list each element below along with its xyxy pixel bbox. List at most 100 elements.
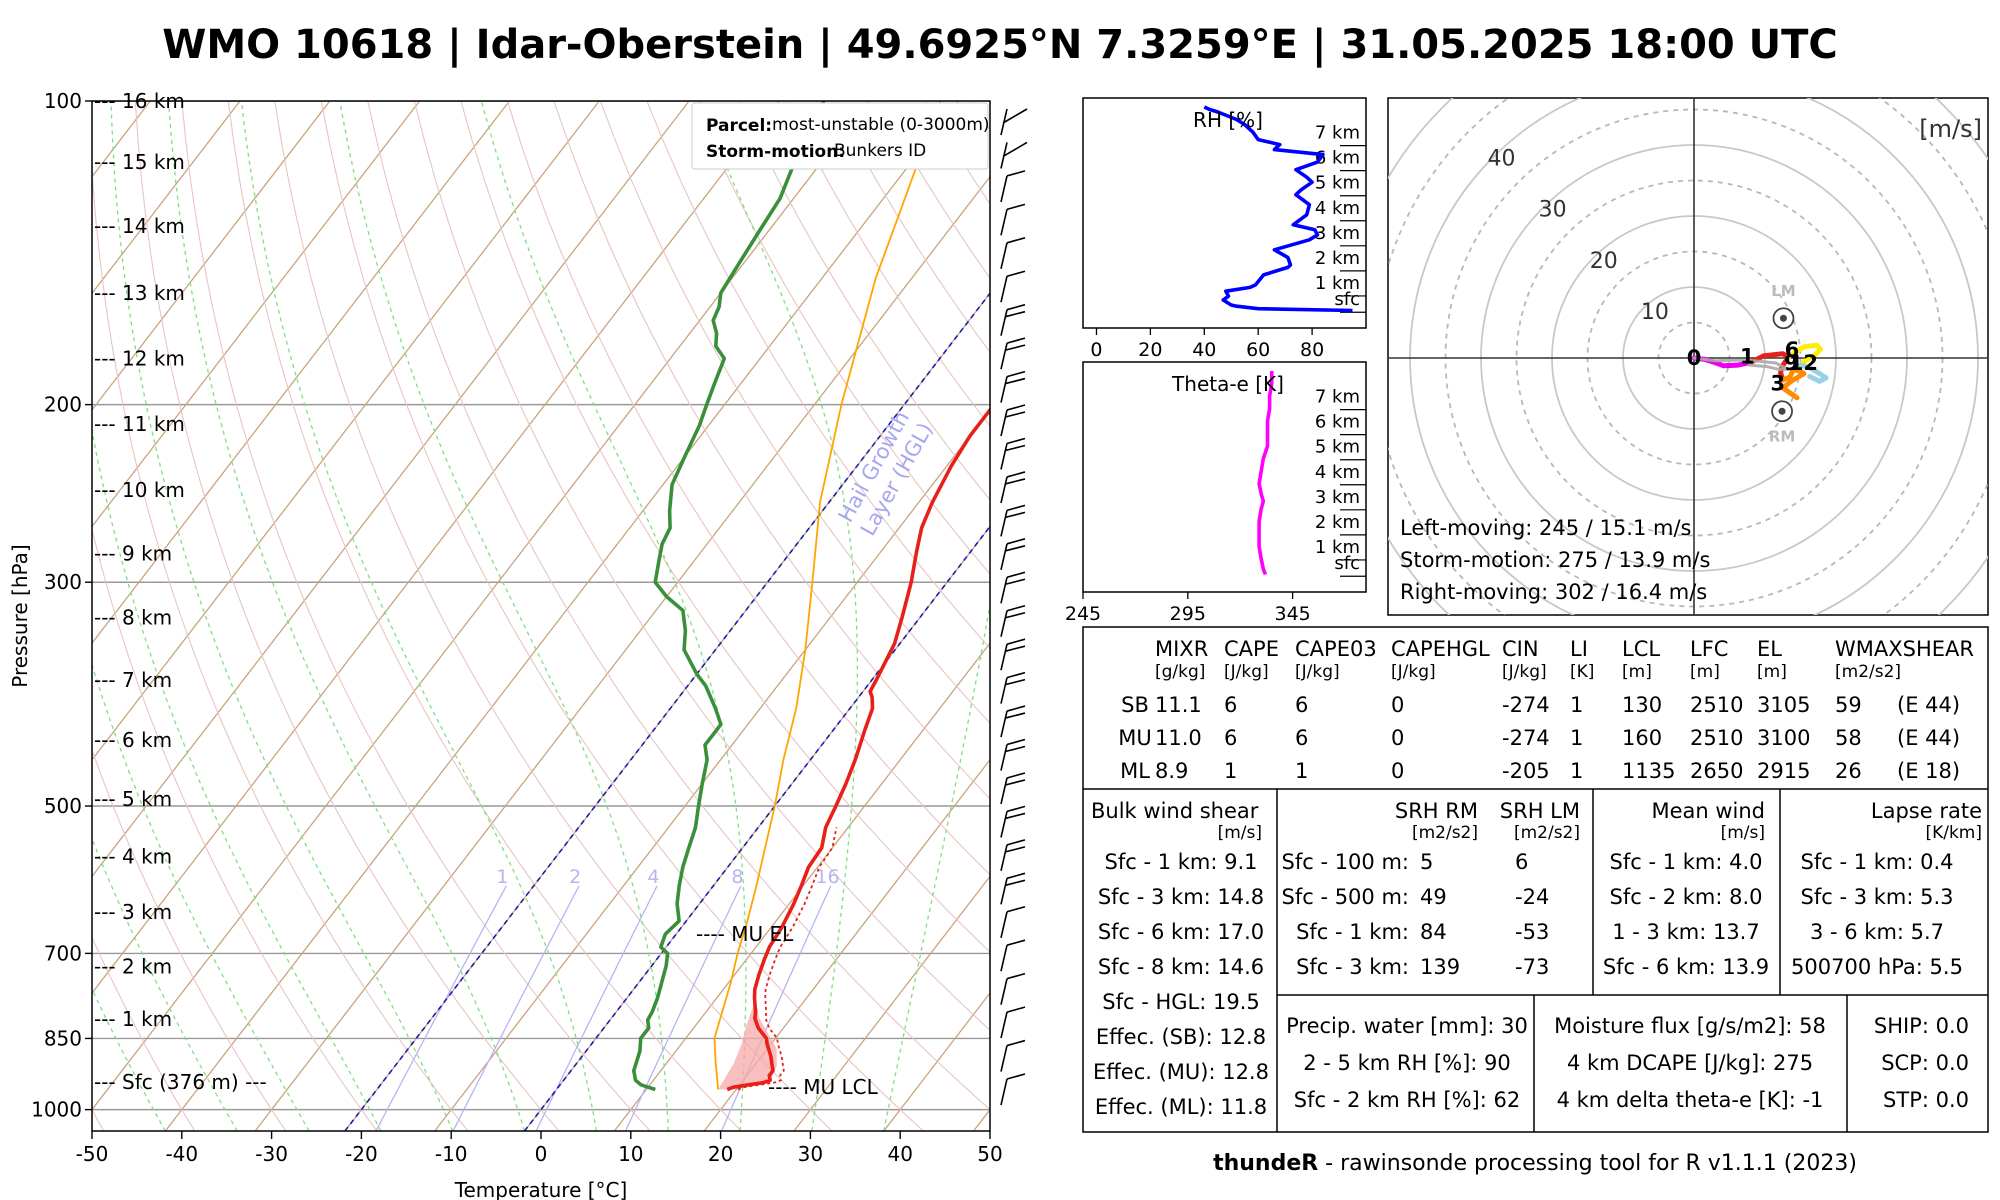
params-unit: [m] xyxy=(1757,662,1787,682)
storm-motion-label: Storm-motion: xyxy=(706,142,845,162)
params-cell: (E 44) xyxy=(1897,726,1960,750)
panel-height-label: 6 km xyxy=(1315,412,1360,433)
figure-title: WMO 10618 | Idar-Oberstein | 49.6925°N 7… xyxy=(162,22,1838,69)
dewpoint-line xyxy=(631,101,826,1092)
params-cell: 59 xyxy=(1835,693,1862,717)
wind-barb xyxy=(1000,972,1026,1005)
storm-motion-text: Right-moving: 302 / 16.4 m/s xyxy=(1400,580,1707,604)
hodograph-height-marker: 9 xyxy=(1784,351,1799,375)
storm-motion-value: Bunkers ID xyxy=(834,141,926,161)
hodograph-ring-label: 30 xyxy=(1539,198,1567,223)
mixing-ratio-label: 8 xyxy=(731,866,743,888)
dry-adiabat xyxy=(553,101,990,800)
mean-wind-title: Mean wind xyxy=(1651,799,1765,823)
panel-x-tick-label: 80 xyxy=(1300,339,1324,361)
mixing-ratio-line xyxy=(535,885,658,1131)
skewt-panel: 1 2 4 8 16 -50 -40 -30 -20 -10 0 10 20 30 40 50 100 200 3… xyxy=(8,89,1028,1200)
mu-el-label: ---- MU EL xyxy=(696,922,794,946)
height-label: --- 16 km xyxy=(94,89,185,113)
params-unit: [g/kg] xyxy=(1155,662,1205,682)
params-unit: [J/kg] xyxy=(1295,662,1340,682)
height-label: --- 13 km xyxy=(94,281,185,305)
params-header: EL xyxy=(1757,637,1782,661)
wind-barb xyxy=(1000,1006,1026,1039)
hodograph-segment xyxy=(1692,356,1790,371)
mixing-ratio-label: 16 xyxy=(815,866,839,888)
params-cell: -274 xyxy=(1502,726,1550,750)
moisture-row: 2 - 5 km RH [%]: 90 xyxy=(1303,1051,1511,1075)
params-cell: 8.9 xyxy=(1155,759,1188,783)
params-cell: -274 xyxy=(1502,693,1550,717)
mixing-ratio-line xyxy=(624,885,742,1131)
isotherm xyxy=(92,101,510,645)
params-cell: 58 xyxy=(1835,726,1862,750)
isotherm xyxy=(793,875,990,1131)
mean-wind-row: 1 - 3 km: 13.7 xyxy=(1612,920,1759,944)
height-label: --- 11 km xyxy=(94,412,185,436)
composite-row: SCP: 0.0 xyxy=(1881,1051,1969,1075)
hodograph-ring-label: 40 xyxy=(1488,147,1516,172)
panel-height-label: 1 km xyxy=(1315,273,1360,294)
srh-rm-value: 139 xyxy=(1420,955,1460,979)
srh-lm-unit: [m2/s2] xyxy=(1514,823,1580,843)
wind-barb xyxy=(1000,203,1026,236)
mean-wind-row: Sfc - 1 km: 4.0 xyxy=(1610,850,1763,874)
srh-lm-value: -53 xyxy=(1515,920,1549,944)
moist-adiabat xyxy=(92,662,310,1131)
params-unit: [m] xyxy=(1690,662,1720,682)
params-unit: [J/kg] xyxy=(1224,662,1269,682)
params-cell: 130 xyxy=(1622,693,1662,717)
params-cell: 1135 xyxy=(1622,759,1675,783)
x-tick-label: -50 xyxy=(76,1142,109,1166)
params-unit: [m2/s2] xyxy=(1835,662,1901,682)
x-tick-label: 0 xyxy=(535,1142,548,1166)
params-unit: [K] xyxy=(1570,662,1594,682)
wind-barb xyxy=(1000,905,1026,938)
panel-height-label: 6 km xyxy=(1315,148,1360,169)
params-header: LI xyxy=(1570,637,1588,661)
mixing-ratio-label: 1 xyxy=(496,866,508,888)
shear-row: Effec. (ML): 11.8 xyxy=(1095,1095,1267,1119)
wind-barb xyxy=(1000,370,1026,403)
panel-x-tick-label: 60 xyxy=(1246,339,1270,361)
params-unit: [J/kg] xyxy=(1502,662,1547,682)
skewt-frame xyxy=(91,100,991,1132)
isotherm xyxy=(703,758,990,1131)
x-axis-label: Temperature [°C] xyxy=(454,1178,628,1200)
storm-motion-text: Left-moving: 245 / 15.1 m/s xyxy=(1400,516,1691,540)
y-tick-label: 700 xyxy=(44,941,82,965)
x-tick-label: -20 xyxy=(345,1142,378,1166)
dry-adiabat xyxy=(646,101,990,650)
params-cell: 0 xyxy=(1391,759,1404,783)
parcel-label: Parcel: xyxy=(706,116,772,136)
panel-x-tick-label: 40 xyxy=(1192,339,1216,361)
params-cell: 6 xyxy=(1295,726,1308,750)
params-cell: 1 xyxy=(1295,759,1308,783)
params-cell: 0 xyxy=(1391,693,1404,717)
moisture-row: Precip. water [mm]: 30 xyxy=(1286,1014,1528,1038)
mu-lcl-label: ---- MU LCL xyxy=(768,1075,879,1099)
height-label: --- Sfc (376 m) --- xyxy=(94,1070,267,1094)
footer: thundeR - rawinsonde processing tool for… xyxy=(1213,1151,1857,1176)
dry-adiabat xyxy=(227,101,742,1131)
srh-lm-value: -73 xyxy=(1515,955,1549,979)
panel-height-label: 3 km xyxy=(1315,487,1360,508)
mean-wind-unit: [m/s] xyxy=(1721,823,1765,843)
wind-barb xyxy=(1000,772,1026,805)
params-cell: (E 44) xyxy=(1897,693,1960,717)
params-cell: 6 xyxy=(1224,693,1237,717)
height-label: --- 1 km xyxy=(94,1007,172,1031)
lapse-row: 500700 hPa: 5.5 xyxy=(1791,955,1963,979)
flux-row: 4 km DCAPE [J/kg]: 275 xyxy=(1567,1051,1813,1075)
panel-x-tick-label: 20 xyxy=(1138,339,1162,361)
wind-barb xyxy=(1000,638,1026,671)
dry-adiabat xyxy=(92,936,196,1131)
hgl-boundary xyxy=(523,525,990,1131)
wind-barb xyxy=(1000,1073,1026,1106)
srh-rm-title: SRH RM xyxy=(1395,799,1478,823)
params-cell: 2915 xyxy=(1757,759,1810,783)
isotherm xyxy=(92,101,241,295)
wind-barb xyxy=(1000,303,1026,336)
flux-row: 4 km delta theta-e [K]: -1 xyxy=(1557,1088,1824,1112)
